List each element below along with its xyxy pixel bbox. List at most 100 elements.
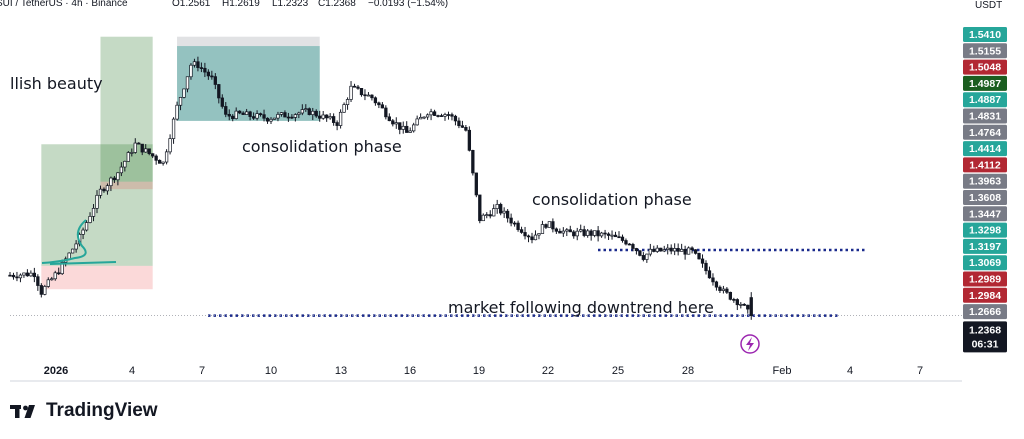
candle-body-down [652, 248, 656, 252]
candle-body-up [81, 229, 85, 235]
candle [279, 111, 284, 117]
candle [224, 102, 228, 118]
candle [474, 172, 478, 198]
candle [210, 70, 214, 80]
candle [686, 246, 691, 255]
candle [206, 69, 211, 80]
candle-body-down [151, 153, 155, 157]
tradingview-logo[interactable]: TradingView [10, 400, 158, 422]
price-label-text: 1.2666 [969, 306, 1001, 318]
time-tick-label: Feb [773, 365, 792, 377]
dotted-levels [10, 248, 962, 317]
price-label: 1.3447 [963, 206, 1007, 222]
candle-body-down [669, 247, 673, 252]
candle [161, 161, 165, 166]
candle [412, 122, 416, 133]
candle [168, 134, 172, 155]
price-label: 1.2984 [963, 287, 1007, 303]
price-label-bg [963, 190, 1007, 205]
candle [432, 109, 437, 116]
candle [36, 274, 40, 291]
candle-body-up [50, 278, 54, 281]
candle [123, 160, 127, 172]
candle-body-down [450, 114, 454, 117]
price-label-bg [963, 304, 1007, 320]
candle-body-down [464, 127, 468, 131]
candle [171, 117, 176, 144]
candle [641, 252, 646, 262]
candle-body-down [728, 291, 733, 300]
candle-body-down [512, 222, 517, 225]
candle [338, 109, 343, 129]
current-price-bg [963, 321, 1007, 353]
time-tick-label: 4 [847, 365, 853, 377]
candle [217, 84, 221, 104]
candle [283, 110, 287, 118]
candle [95, 190, 99, 214]
candle-body-up [648, 248, 652, 255]
price-label-text: 1.5410 [969, 29, 1001, 41]
annotation-label: market following downtrend here [448, 298, 714, 317]
candle-body-up [304, 108, 308, 111]
candle-body-down [238, 110, 242, 114]
event-marker[interactable] [740, 334, 760, 354]
candle-body-up [126, 152, 130, 162]
candle [151, 153, 155, 159]
price-label-bg [963, 255, 1007, 271]
candle-body-down [8, 274, 12, 277]
candle [561, 227, 565, 237]
price-label-bg [963, 206, 1007, 222]
candle [627, 243, 632, 246]
candle [606, 232, 611, 241]
candle-body-down [478, 194, 482, 222]
candle [311, 107, 315, 121]
candle [325, 114, 329, 122]
candle [634, 247, 639, 255]
candle [533, 230, 538, 241]
candle [596, 226, 600, 242]
candle-body-up [300, 109, 304, 114]
candle-body-up [255, 113, 259, 119]
candle [732, 297, 736, 303]
candle-body-down [474, 172, 478, 196]
candle [102, 187, 106, 193]
candle-body-down [352, 85, 357, 88]
candle-body-up [105, 185, 110, 192]
price-label-text: 1.3298 [969, 225, 1001, 237]
candle-body-down [659, 247, 663, 252]
candle [304, 104, 308, 112]
candle [446, 111, 451, 120]
candle-body-down [488, 214, 492, 217]
candle-body-up [349, 85, 353, 100]
candle [669, 244, 673, 255]
candle-body-down [405, 125, 409, 133]
candle [631, 242, 635, 252]
candle-body-down [638, 250, 642, 256]
candle [429, 108, 433, 121]
candle-body-down [606, 233, 611, 236]
candle [415, 115, 419, 126]
candle-body-down [286, 116, 291, 119]
symbol-label: SUI / TetherUS · 4h · Binance [0, 0, 128, 9]
candle [380, 102, 385, 109]
candle-body-down [453, 115, 458, 122]
candle [387, 113, 391, 122]
stop-zone [177, 36, 320, 121]
candle [22, 272, 26, 278]
candle [673, 243, 677, 256]
candle-body-up [328, 116, 332, 119]
candle-body-up [276, 114, 280, 119]
candle [652, 245, 656, 253]
candle [467, 126, 472, 152]
candle [109, 176, 113, 192]
candle [721, 285, 726, 294]
price-label: 1.5048 [963, 59, 1007, 75]
candle-body-up [645, 253, 649, 260]
candle-body-down [398, 122, 402, 130]
price-label-text: 1.4414 [969, 143, 1001, 155]
candle [683, 245, 687, 260]
candle [526, 234, 531, 243]
candle-body-down [307, 108, 311, 115]
candle [575, 227, 579, 241]
